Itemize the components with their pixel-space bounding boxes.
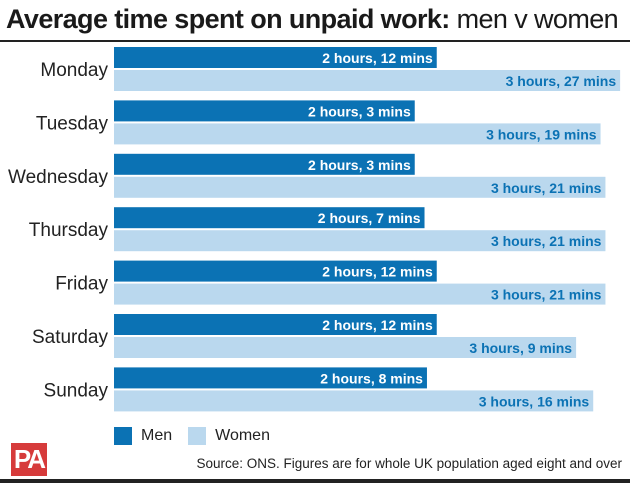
data-label-women: 3 hours, 21 mins xyxy=(491,287,602,303)
bar-women xyxy=(114,123,601,145)
category-label: Monday xyxy=(40,60,108,81)
category-label: Wednesday xyxy=(8,167,108,188)
bottom-rule xyxy=(0,479,630,483)
bar-women xyxy=(114,390,594,412)
category-label: Friday xyxy=(55,274,108,295)
bar-women xyxy=(114,70,621,91)
data-label-men: 2 hours, 3 mins xyxy=(308,103,411,119)
source-note: Source: ONS. Figures are for whole UK po… xyxy=(196,456,623,471)
chart-title: Average time spent on unpaid work: men v… xyxy=(6,4,619,35)
title-light: men v women xyxy=(449,4,619,34)
data-label-men: 2 hours, 12 mins xyxy=(322,50,433,66)
bar-women xyxy=(114,230,606,252)
bar-men xyxy=(114,367,427,389)
data-label-men: 2 hours, 12 mins xyxy=(322,317,433,333)
bar-chart: Monday 2 hours, 12 mins 3 hours, 27 mins Tu… xyxy=(8,47,621,412)
bar-men xyxy=(114,207,425,229)
legend-swatch-men xyxy=(114,427,132,445)
legend: Men Women xyxy=(114,427,270,445)
data-label-women: 3 hours, 19 mins xyxy=(486,126,597,142)
legend-label-women: Women xyxy=(215,427,270,444)
data-label-women: 3 hours, 16 mins xyxy=(479,393,590,409)
title-divider xyxy=(0,40,630,42)
data-label-men: 2 hours, 8 mins xyxy=(320,370,423,386)
bar-women xyxy=(114,176,606,198)
pa-logo: PA xyxy=(11,443,47,476)
data-label-men: 2 hours, 3 mins xyxy=(308,157,411,173)
bar-women xyxy=(114,337,577,358)
bar-men xyxy=(114,314,437,335)
data-label-women: 3 hours, 27 mins xyxy=(506,73,617,89)
category-label: Sunday xyxy=(44,380,109,401)
category-label: Tuesday xyxy=(36,113,109,134)
data-label-women: 3 hours, 9 mins xyxy=(469,340,572,356)
data-label-women: 3 hours, 21 mins xyxy=(491,233,602,249)
data-label-men: 2 hours, 7 mins xyxy=(318,210,421,226)
bar-men xyxy=(114,153,415,175)
bar-men xyxy=(114,100,415,122)
bar-men xyxy=(114,47,437,68)
bar-women xyxy=(114,283,606,305)
legend-label-men: Men xyxy=(141,427,173,444)
category-label: Thursday xyxy=(29,220,109,241)
legend-swatch-women xyxy=(188,427,207,445)
data-label-women: 3 hours, 21 mins xyxy=(491,180,602,196)
category-label: Saturday xyxy=(32,327,109,348)
data-label-men: 2 hours, 12 mins xyxy=(322,264,433,280)
title-bold: Average time spent on unpaid work: xyxy=(6,4,450,34)
bar-men xyxy=(114,260,437,282)
